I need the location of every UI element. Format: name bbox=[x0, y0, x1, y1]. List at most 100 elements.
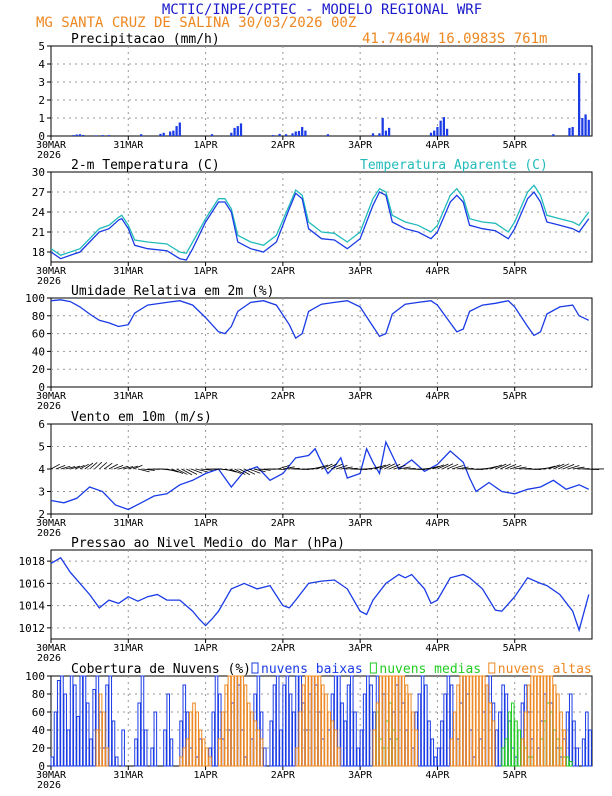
legend-label: nuvens altas bbox=[498, 662, 592, 677]
precip-bar bbox=[140, 134, 142, 136]
precip-bar bbox=[163, 133, 165, 136]
precip-bar bbox=[175, 126, 177, 136]
precip-bar bbox=[169, 132, 171, 137]
x-tick-label: 4APR bbox=[425, 266, 450, 277]
precip-bar bbox=[382, 118, 384, 136]
precip-bar bbox=[385, 131, 387, 136]
panel-title: Cobertura de Nuvens (%) bbox=[71, 662, 251, 677]
x-tick-label: 5APR bbox=[503, 643, 528, 654]
x-tick-label: 2APR bbox=[271, 391, 296, 402]
panel-title: 2-m Temperatura (C) bbox=[71, 158, 220, 173]
x-tick-label: 31MAR bbox=[113, 140, 144, 151]
x-tick-label: 4APR bbox=[425, 140, 450, 151]
precip-bar bbox=[436, 127, 438, 136]
precip-bar bbox=[159, 134, 161, 136]
precip-bar bbox=[440, 121, 442, 136]
precip-bar bbox=[230, 133, 232, 136]
y-tick-label: 27 bbox=[32, 186, 45, 199]
x-tick-label: 4APR bbox=[425, 391, 450, 402]
precip-bar bbox=[552, 134, 554, 136]
y-tick-label: 80 bbox=[32, 688, 45, 701]
x-tick-label: 5APR bbox=[503, 140, 528, 151]
y-tick-label: 20 bbox=[32, 742, 45, 755]
y-tick-label: 5 bbox=[38, 441, 45, 454]
x-tick-label: 5APR bbox=[503, 391, 528, 402]
precip-bar bbox=[568, 128, 570, 136]
y-tick-label: 6 bbox=[38, 418, 45, 431]
panel-title: Precipitacao (mm/h) bbox=[71, 32, 220, 47]
x-tick-label: 3APR bbox=[348, 518, 373, 529]
y-tick-label: 2 bbox=[38, 94, 45, 107]
precip-bar bbox=[108, 135, 110, 136]
y-tick-label: 3 bbox=[38, 76, 45, 89]
precip-bar bbox=[101, 135, 103, 136]
precip-bar bbox=[237, 126, 239, 136]
x-year-label: 2026 bbox=[37, 653, 61, 664]
y-tick-label: 1 bbox=[38, 112, 45, 125]
precip-bar bbox=[581, 118, 583, 136]
x-tick-label: 1APR bbox=[194, 391, 219, 402]
precip-bar bbox=[295, 132, 297, 137]
y-tick-label: 1014 bbox=[19, 600, 46, 613]
x-tick-label: 1APR bbox=[194, 643, 219, 654]
x-tick-label: 3APR bbox=[348, 643, 373, 654]
precip-bar bbox=[327, 134, 329, 136]
x-tick-label: 3APR bbox=[348, 266, 373, 277]
precip-bar bbox=[572, 127, 574, 136]
precip-bar bbox=[378, 133, 380, 136]
precip-bar bbox=[301, 127, 303, 136]
header-coords: 41.7464W 16.0983S 761m bbox=[362, 31, 547, 47]
precip-bar bbox=[584, 114, 586, 136]
precip-bar bbox=[76, 135, 78, 136]
precip-bar bbox=[233, 128, 235, 136]
precip-bar bbox=[443, 117, 445, 136]
x-tick-label: 2APR bbox=[271, 518, 296, 529]
y-tick-label: 100 bbox=[25, 292, 45, 305]
y-tick-label: 3 bbox=[38, 486, 45, 499]
panel-title-2: Temperatura Aparente (C) bbox=[360, 158, 548, 173]
x-tick-label: 1APR bbox=[194, 770, 219, 781]
precip-bar bbox=[272, 135, 274, 136]
legend-label: nuvens baixas bbox=[261, 662, 363, 677]
precip-bar bbox=[179, 123, 181, 137]
x-tick-label: 4APR bbox=[425, 518, 450, 529]
x-tick-label: 31MAR bbox=[113, 770, 144, 781]
x-tick-label: 5APR bbox=[503, 770, 528, 781]
x-tick-label: 4APR bbox=[425, 770, 450, 781]
x-tick-label: 2APR bbox=[271, 770, 296, 781]
x-tick-label: 5APR bbox=[503, 518, 528, 529]
y-tick-label: 20 bbox=[32, 363, 45, 376]
x-tick-label: 31MAR bbox=[113, 266, 144, 277]
y-tick-label: 1012 bbox=[19, 622, 46, 635]
precip-bar bbox=[578, 73, 580, 136]
x-tick-label: 31MAR bbox=[113, 391, 144, 402]
precip-bar bbox=[211, 134, 213, 136]
precip-bar bbox=[285, 134, 287, 136]
x-tick-label: 2APR bbox=[271, 643, 296, 654]
x-tick-label: 2APR bbox=[271, 140, 296, 151]
panel-title: Umidade Relativa em 2m (%) bbox=[71, 284, 275, 299]
y-tick-label: 18 bbox=[32, 246, 45, 259]
precip-bar bbox=[433, 131, 435, 136]
y-tick-label: 24 bbox=[32, 206, 46, 219]
precip-bar bbox=[388, 128, 390, 136]
precip-bar bbox=[304, 131, 306, 136]
x-year-label: 2026 bbox=[37, 780, 61, 791]
x-tick-label: 3APR bbox=[348, 770, 373, 781]
precip-bar bbox=[82, 135, 84, 136]
x-year-label: 2026 bbox=[37, 401, 61, 412]
precip-bar bbox=[291, 133, 293, 136]
y-tick-label: 40 bbox=[32, 724, 45, 737]
x-tick-label: 31MAR bbox=[113, 518, 144, 529]
y-tick-label: 1018 bbox=[19, 555, 46, 568]
y-tick-label: 60 bbox=[32, 706, 45, 719]
precip-bar bbox=[372, 133, 374, 136]
y-tick-label: 4 bbox=[38, 463, 45, 476]
x-tick-label: 31MAR bbox=[113, 643, 144, 654]
y-tick-label: 30 bbox=[32, 166, 45, 179]
y-tick-label: 60 bbox=[32, 328, 45, 341]
precip-bar bbox=[172, 131, 174, 136]
header-station: MG SANTA CRUZ DE SALINA 30/03/2026 00Z bbox=[36, 15, 356, 31]
precip-bar bbox=[79, 134, 81, 136]
